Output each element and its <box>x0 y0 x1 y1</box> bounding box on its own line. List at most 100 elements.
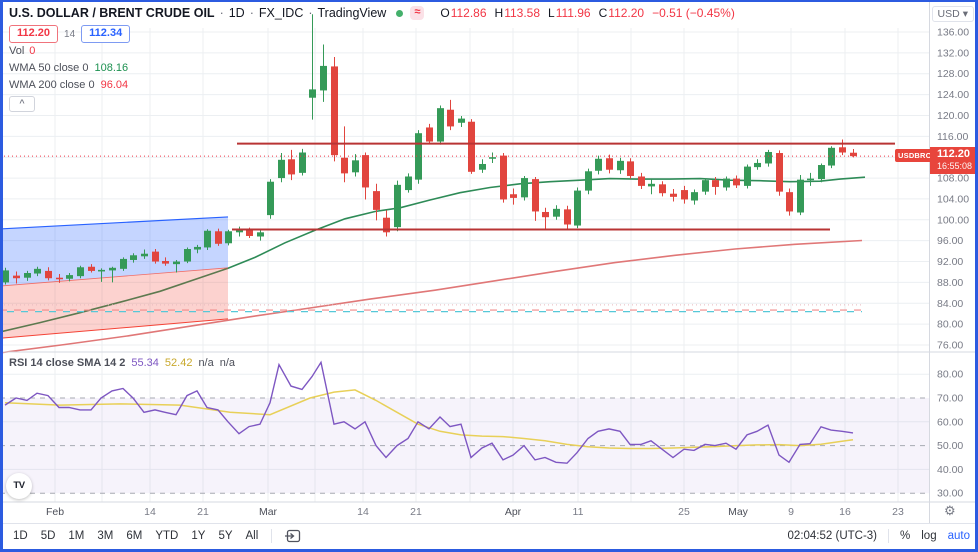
candle-up <box>394 184 401 228</box>
sell-button[interactable]: 112.20 <box>9 25 59 43</box>
brand-label[interactable]: TradingView <box>317 6 387 20</box>
candle-up <box>754 162 761 168</box>
low-value: 111.96 <box>555 6 591 20</box>
candle-up <box>553 208 560 217</box>
candle-up <box>797 179 804 213</box>
wma200-label: WMA 200 close 0 <box>9 79 95 91</box>
candle-up <box>109 267 116 271</box>
rsi-sma-value: 52.42 <box>164 357 193 369</box>
time-tick-label: 16 <box>839 506 851 518</box>
candle-up <box>807 178 814 181</box>
price-tick-label: 92.00 <box>937 256 963 268</box>
exchange-label[interactable]: FX_IDC <box>258 6 304 20</box>
candle-up <box>257 232 264 237</box>
toolbar-right: 02:04:52 (UTC-3) % log auto <box>788 524 970 548</box>
price-axis[interactable] <box>929 0 978 523</box>
go-to-date-icon[interactable] <box>284 528 302 544</box>
candle-up <box>173 261 180 265</box>
candle-down <box>627 161 634 176</box>
range-button-1d[interactable]: 1D <box>13 530 28 542</box>
rsi-tick-label: 40.00 <box>937 464 963 476</box>
wma50-legend[interactable]: WMA 50 close 0 108.16 <box>9 62 128 74</box>
price-tick-label: 132.00 <box>937 47 969 59</box>
range-button-6m[interactable]: 6M <box>126 530 143 542</box>
price-tick-label: 100.00 <box>937 214 969 226</box>
candle-up <box>818 165 825 180</box>
tradingview-logo[interactable]: TV <box>6 473 32 499</box>
gear-icon[interactable]: ⚙ <box>944 503 956 518</box>
candle-up <box>691 192 698 201</box>
data-mode-icon[interactable]: ≈ <box>410 6 425 20</box>
rsi-line <box>4 360 854 464</box>
time-axis[interactable] <box>0 502 929 523</box>
candle-up <box>320 65 327 91</box>
candle-up <box>585 171 592 191</box>
candle-down <box>56 277 63 280</box>
range-button-5d[interactable]: 5D <box>40 530 56 542</box>
last-price-value: 112.20 <box>937 148 971 160</box>
rsi-tick-label: 30.00 <box>937 488 963 500</box>
rsi-value: 55.34 <box>131 357 159 369</box>
channel-median-line <box>0 267 229 287</box>
range-button-3m[interactable]: 3M <box>97 530 114 542</box>
rsi-tick-label: 80.00 <box>937 369 963 381</box>
candle-down <box>532 179 539 212</box>
candle-up <box>130 255 137 260</box>
candle-up <box>34 268 41 274</box>
range-button-1m[interactable]: 1M <box>68 530 85 542</box>
percent-scale-button[interactable]: % <box>900 530 911 542</box>
quote-panel: 112.20 14 112.34 <box>9 25 131 43</box>
market-status-icon[interactable] <box>396 9 404 17</box>
symbol-title[interactable]: U.S. DOLLAR / BRENT CRUDE OIL <box>9 6 215 20</box>
symbol-price-chip: USDBRO <box>895 149 935 162</box>
candle-down <box>606 158 613 170</box>
candle-up <box>194 246 201 250</box>
rsi-sma-line <box>4 389 854 450</box>
range-button-5y[interactable]: 5Y <box>218 530 233 542</box>
candle-up <box>98 269 105 272</box>
wma50-value: 108.16 <box>94 62 129 74</box>
separator: · <box>308 6 313 20</box>
channel-upper-fill <box>0 216 228 287</box>
currency-dropdown[interactable]: USD ▾ <box>931 6 974 22</box>
session-clock[interactable]: 02:04:52 (UTC-3) <box>787 530 878 542</box>
auto-scale-button[interactable]: auto <box>947 530 970 542</box>
wma50-label: WMA 50 close 0 <box>9 62 89 74</box>
open-value: 112.86 <box>450 6 487 20</box>
bar-countdown: 16:55:08 <box>937 161 973 171</box>
time-tick-label: Feb <box>46 506 64 518</box>
range-button-1y[interactable]: 1Y <box>191 530 206 542</box>
price-tick-label: 136.00 <box>937 27 969 39</box>
candle-down <box>542 211 549 218</box>
interval-label[interactable]: 1D <box>228 6 245 20</box>
time-tick-label: 21 <box>410 506 422 518</box>
low-label: L <box>548 6 555 20</box>
wma200-legend[interactable]: WMA 200 close 0 96.04 <box>9 79 128 91</box>
time-tick-label: Mar <box>259 506 278 518</box>
time-tick-label: 23 <box>892 506 904 518</box>
volume-legend[interactable]: Vol 0 <box>9 45 35 57</box>
candle-up <box>828 147 835 166</box>
candle-down <box>712 180 719 187</box>
candle-up <box>479 163 486 170</box>
candle-up <box>405 176 412 191</box>
ohlc-values: O112.86 H113.58 L111.96 C112.20 −0.51 (−… <box>440 6 734 20</box>
rsi-legend[interactable]: RSI 14 close SMA 14 2 55.34 52.42 n/a n/a <box>9 357 235 369</box>
log-scale-button[interactable]: log <box>921 530 937 542</box>
candle-up <box>267 181 274 216</box>
candle-up <box>723 178 730 188</box>
candle-up <box>225 231 232 244</box>
candle-up <box>415 133 422 180</box>
price-tick-label: 76.00 <box>937 340 963 352</box>
time-tick-label: 21 <box>197 506 209 518</box>
range-button-all[interactable]: All <box>245 530 259 542</box>
range-button-ytd[interactable]: YTD <box>155 530 179 542</box>
candle-down <box>341 157 348 174</box>
collapse-legend-button[interactable]: ^ <box>9 96 35 112</box>
candle-up <box>278 159 285 179</box>
candle-down <box>162 261 169 264</box>
buy-button[interactable]: 112.34 <box>81 25 131 43</box>
toolbar-divider <box>271 529 273 543</box>
candle-up <box>617 160 624 171</box>
